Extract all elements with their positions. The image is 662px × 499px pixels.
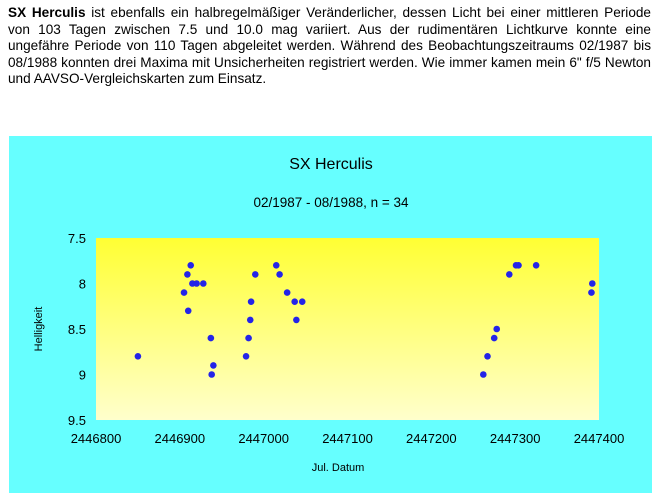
data-point: [207, 334, 215, 342]
data-point: [505, 271, 513, 278]
data-point: [276, 271, 283, 278]
x-tick-label: 2447200: [406, 431, 457, 446]
x-axis-label: Jul. Datum: [312, 462, 365, 474]
data-point: [246, 316, 254, 324]
intro-paragraph: SX Herculis ist ebenfalls ein halbregelm…: [8, 5, 651, 88]
light-curve-chart: SX Herculis 02/1987 - 08/1988, n = 34 24…: [9, 136, 652, 493]
x-tick-label: 2446900: [155, 431, 206, 446]
x-axis-ticks: 2446800 2446900 2447000 2447100 2447200 24473…: [71, 431, 625, 446]
y-tick-label: 9.5: [68, 413, 86, 428]
y-axis-ticks: 7.5 8 8.5 9 9.5: [68, 231, 86, 428]
y-tick-label: 8.5: [68, 322, 86, 337]
data-point: [245, 334, 252, 342]
data-point: [490, 334, 498, 342]
data-point: [298, 298, 306, 305]
y-tick-label: 9: [79, 368, 86, 383]
data-points: [134, 262, 596, 378]
data-point: [210, 362, 217, 369]
data-point: [588, 289, 595, 296]
data-point: [208, 371, 215, 378]
data-point: [187, 262, 195, 269]
data-point: [184, 307, 192, 315]
chart-subtitle: 02/1987 - 08/1988, n = 34: [253, 195, 408, 210]
x-tick-label: 2447100: [322, 431, 373, 446]
data-point: [293, 316, 300, 324]
data-point: [532, 262, 540, 269]
data-point: [251, 271, 259, 278]
data-point: [193, 280, 200, 287]
x-tick-label: 2447000: [238, 431, 289, 446]
data-point: [283, 289, 291, 296]
data-point: [200, 280, 207, 287]
data-point: [480, 371, 487, 378]
y-tick-label: 7.5: [68, 231, 86, 246]
y-tick-label: 8: [79, 277, 86, 292]
data-point: [184, 271, 191, 278]
y-axis-label: Helligkeit: [33, 307, 45, 352]
data-point: [242, 353, 250, 360]
x-tick-label: 2447300: [490, 431, 541, 446]
data-point: [484, 353, 491, 360]
data-point: [515, 262, 522, 269]
x-tick-label: 2447400: [574, 431, 625, 446]
data-point: [588, 280, 596, 287]
x-tick-label: 2446800: [71, 431, 122, 446]
data-point: [180, 289, 188, 296]
data-point: [134, 353, 142, 360]
star-name: SX Herculis: [8, 5, 86, 20]
chart-frame: SX Herculis 02/1987 - 08/1988, n = 34 24…: [9, 136, 652, 493]
data-point: [493, 325, 501, 333]
plot-area: [96, 238, 599, 420]
data-point: [291, 298, 298, 305]
intro-text: ist ebenfalls ein halbregelmäßiger Verän…: [8, 5, 651, 87]
data-point: [247, 298, 255, 305]
chart-title: SX Herculis: [289, 156, 373, 173]
data-point: [272, 262, 280, 269]
